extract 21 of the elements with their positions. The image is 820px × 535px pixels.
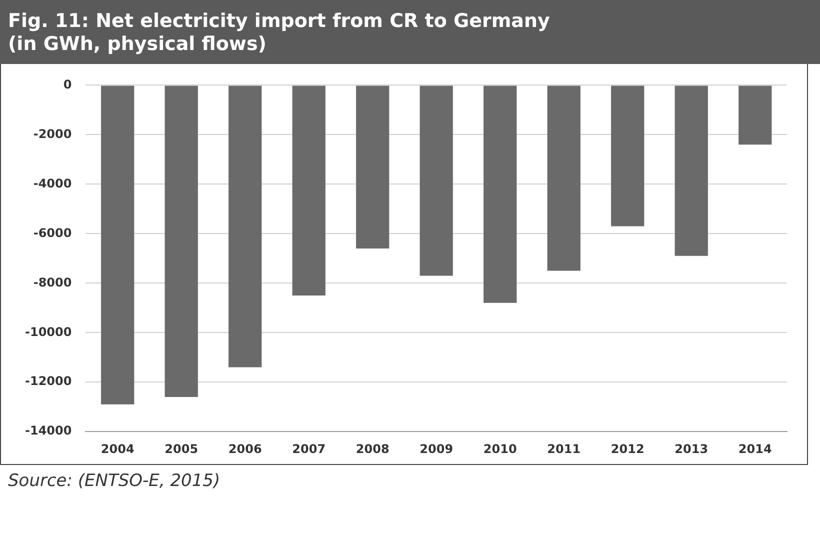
y-tick-label: -14000 [24,424,72,438]
y-tick-label: -12000 [24,374,72,388]
x-tick-label: 2005 [164,442,198,456]
x-tick-label: 2010 [483,442,517,456]
x-tick-label: 2006 [228,442,262,456]
y-tick-label: 0 [63,77,72,92]
y-tick-label: -2000 [33,126,72,141]
source-note: Source: (ENTSO-E, 2015) [8,471,222,491]
y-tick-label: -4000 [33,176,72,190]
x-tick-label: 2011 [547,442,581,456]
x-tick-label: 2012 [610,442,644,456]
y-tick-label: -8000 [33,275,72,290]
x-tick-label: 2004 [100,442,134,456]
y-tick-label: -6000 [33,226,72,240]
x-tick-label: 2007 [292,442,326,456]
x-tick-label: 2008 [356,442,390,456]
x-tick-label: 2013 [674,442,708,456]
y-tick-label: -10000 [24,324,72,339]
x-tick-label: 2009 [420,442,454,456]
x-tick-label: 2014 [738,442,772,456]
chart-title: Fig. 11: Net electricity import from CR to Germany (in GWh, physical flows) [0,0,820,64]
